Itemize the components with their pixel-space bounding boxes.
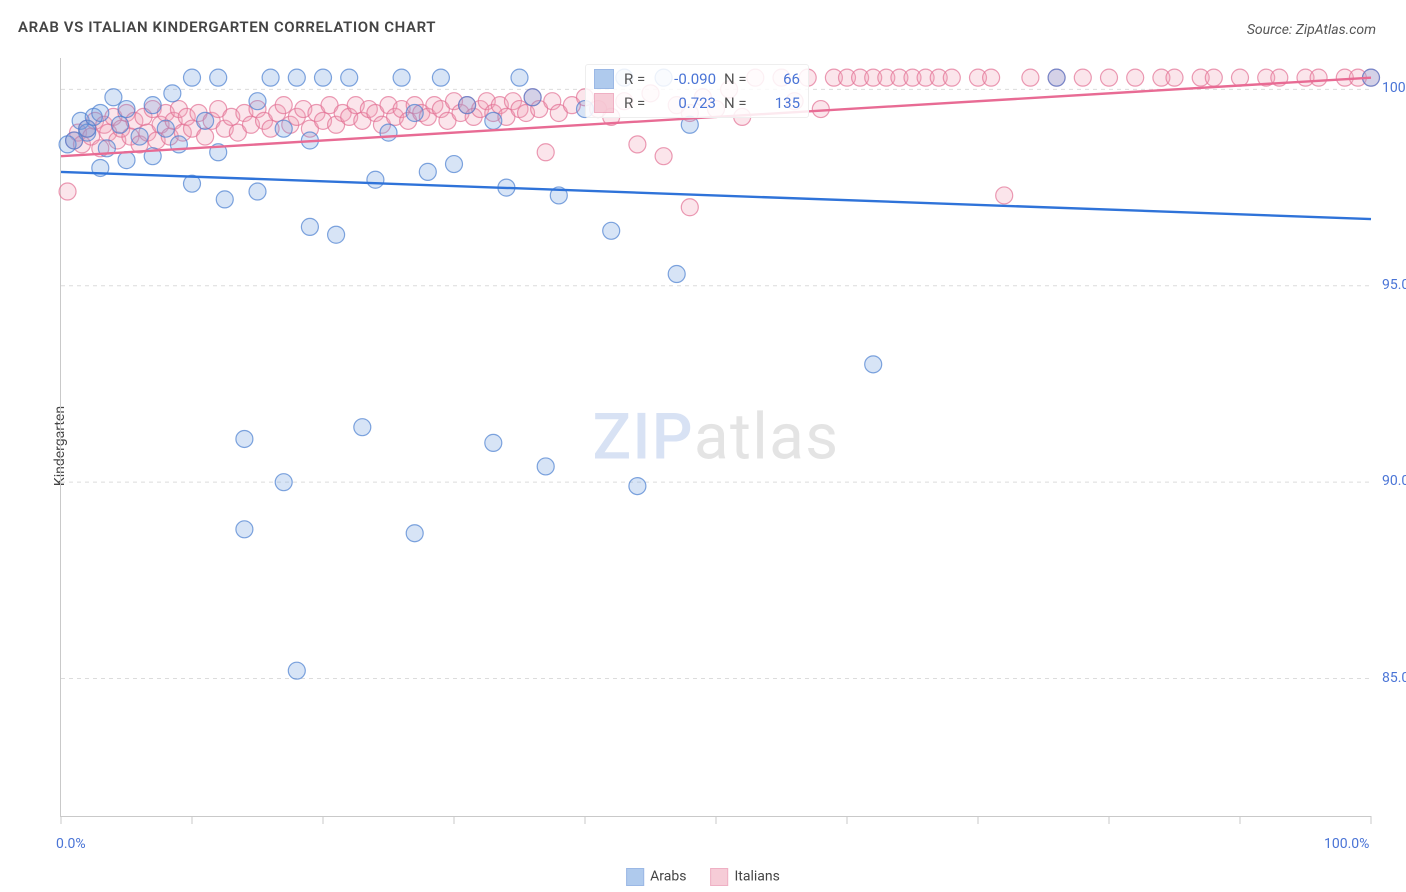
arabs-point — [485, 112, 502, 129]
arabs-point — [354, 419, 371, 436]
arabs-point — [111, 116, 128, 133]
arabs-point — [118, 152, 135, 169]
arabs-point — [524, 89, 541, 106]
arabs-point — [537, 458, 554, 475]
italians-point — [1166, 69, 1183, 86]
x-tick-label: 100.0% — [1324, 836, 1369, 852]
italians-point — [1127, 69, 1144, 86]
arabs-point — [341, 69, 358, 86]
italians-point — [629, 136, 646, 153]
arabs-point — [288, 69, 305, 86]
arabs-point — [92, 104, 109, 121]
italians-point — [812, 101, 829, 118]
arabs-point — [210, 69, 227, 86]
arabs-point — [105, 89, 122, 106]
italians-point — [943, 69, 960, 86]
italians-point — [996, 187, 1013, 204]
arabs-point — [328, 226, 345, 243]
correlation-legend: R = -0.090 N = 66 R = 0.723 N = 135 — [585, 64, 809, 118]
arabs-point — [275, 474, 292, 491]
arabs-point — [419, 163, 436, 180]
arabs-point — [393, 69, 410, 86]
arabs-point — [249, 183, 266, 200]
stat-n-value: 135 — [760, 94, 800, 112]
y-tick-label: 85.0% — [1382, 670, 1406, 686]
italians-point — [1205, 69, 1222, 86]
arabs-point — [262, 69, 279, 86]
y-tick-label: 95.0% — [1382, 277, 1406, 293]
arabs-point — [406, 525, 423, 542]
chart-title: ARAB VS ITALIAN KINDERGARTEN CORRELATION… — [18, 18, 436, 36]
arabs-point — [367, 171, 384, 188]
arabs-point — [301, 218, 318, 235]
stat-swatch-icon — [594, 69, 614, 89]
arabs-point — [131, 128, 148, 145]
arabs-point — [459, 97, 476, 114]
italians-point — [681, 199, 698, 216]
italians-point — [537, 144, 554, 161]
arabs-point — [603, 222, 620, 239]
italians-point — [59, 183, 76, 200]
arabs-point — [485, 434, 502, 451]
legend-swatch-icon — [710, 868, 728, 886]
arabs-point — [164, 85, 181, 102]
arabs-point — [184, 69, 201, 86]
arabs-point — [157, 120, 174, 137]
source-credit: Source: ZipAtlas.com — [1247, 22, 1376, 38]
arabs-point — [216, 191, 233, 208]
series-legend: Arabs Italians — [626, 868, 780, 886]
stat-label: R = — [624, 94, 652, 112]
stat-label: N = — [724, 70, 752, 88]
arabs-point — [236, 430, 253, 447]
stat-label: N = — [724, 94, 752, 112]
italians-point — [1074, 69, 1091, 86]
scatter-plot: ZIPatlas R =-0.090N =66R =0.723N =135 — [60, 58, 1371, 817]
stat-n-value: 66 — [760, 70, 800, 88]
arabs-point — [144, 97, 161, 114]
italians-point — [1232, 69, 1249, 86]
arabs-point — [406, 104, 423, 121]
arabs-point — [236, 521, 253, 538]
legend-item-arabs: Arabs — [626, 868, 686, 886]
italians-point — [1310, 69, 1327, 86]
arabs-point — [432, 69, 449, 86]
italians-point — [983, 69, 1000, 86]
y-tick-label: 90.0% — [1382, 473, 1406, 489]
italians-point — [1101, 69, 1118, 86]
arabs-point — [380, 124, 397, 141]
arabs-point — [1048, 69, 1065, 86]
legend-item-italians: Italians — [710, 868, 779, 886]
arabs-point — [865, 356, 882, 373]
arabs-point — [118, 101, 135, 118]
stat-r-value: 0.723 — [660, 94, 716, 112]
stat-label: R = — [624, 70, 652, 88]
x-tick-label: 0.0% — [56, 836, 86, 852]
arabs-point — [446, 156, 463, 173]
arabs-point — [249, 93, 266, 110]
arabs-point — [511, 69, 528, 86]
arabs-point — [668, 266, 685, 283]
stat-swatch-icon — [594, 93, 614, 113]
arabs-point — [315, 69, 332, 86]
arabs-point — [288, 662, 305, 679]
italians-point — [197, 128, 214, 145]
arabs-point — [275, 120, 292, 137]
legend-swatch-icon — [626, 868, 644, 886]
italians-point — [1022, 69, 1039, 86]
arabs-point — [629, 478, 646, 495]
stat-r-value: -0.090 — [660, 70, 716, 88]
italians-point — [275, 97, 292, 114]
arabs-point — [197, 112, 214, 129]
italians-point — [655, 148, 672, 165]
y-tick-label: 100.0% — [1382, 80, 1406, 96]
